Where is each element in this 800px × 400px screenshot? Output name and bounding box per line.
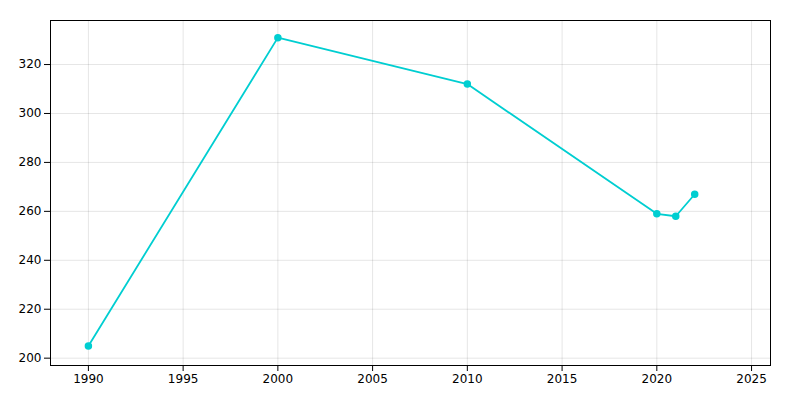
svg-text:280: 280	[19, 155, 42, 169]
svg-text:2025: 2025	[736, 372, 767, 386]
svg-text:200: 200	[19, 351, 42, 365]
svg-text:2000: 2000	[263, 372, 294, 386]
svg-text:320: 320	[19, 57, 42, 71]
svg-text:2010: 2010	[452, 372, 483, 386]
svg-text:2015: 2015	[547, 372, 578, 386]
svg-text:1990: 1990	[73, 372, 104, 386]
svg-text:260: 260	[19, 204, 42, 218]
svg-text:240: 240	[19, 253, 42, 267]
svg-text:2005: 2005	[357, 372, 388, 386]
svg-text:1995: 1995	[168, 372, 199, 386]
svg-text:220: 220	[19, 302, 42, 316]
svg-text:300: 300	[19, 106, 42, 120]
svg-text:2020: 2020	[642, 372, 673, 386]
